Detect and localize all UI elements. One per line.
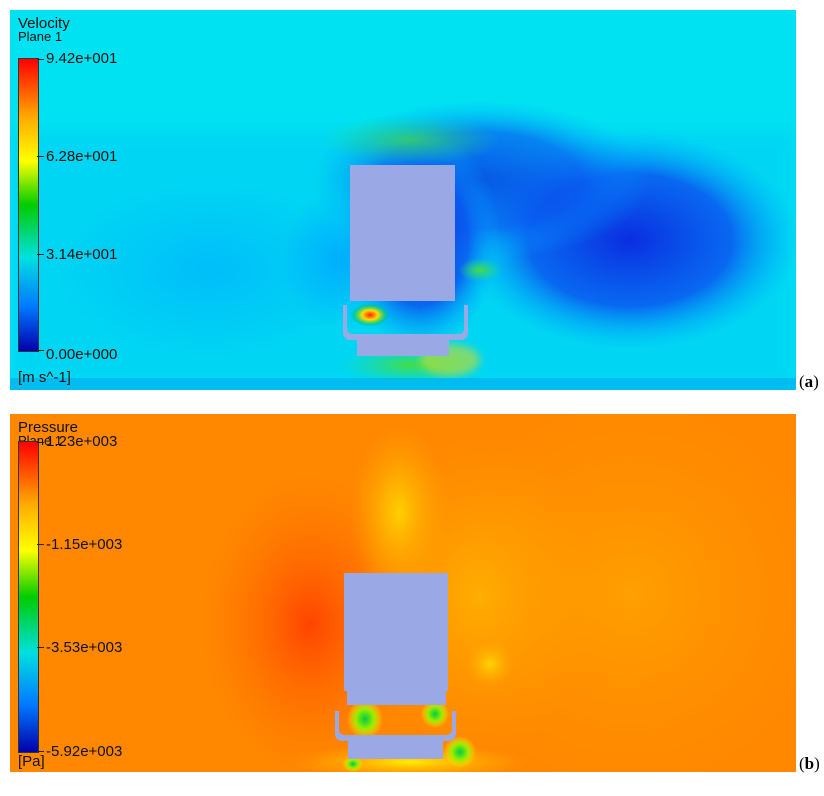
colorbar-tick-label: 3.14e+001: [46, 246, 118, 263]
colorbar-tick: [37, 254, 44, 255]
colorbar-tick: [37, 647, 44, 648]
colorbar-tick: [37, 544, 44, 545]
colorbar-max-label: 1.23e+003: [46, 433, 118, 450]
colorbar-tick-label: 6.28e+001: [46, 148, 118, 165]
legend-title: Pressure: [18, 419, 79, 436]
colorbar-tick: [37, 156, 44, 157]
colorbar-tick-label: -1.15e+003: [46, 536, 123, 553]
colorbar-tick: [37, 59, 44, 60]
colorbar-tick-label: -3.53e+003: [46, 639, 123, 656]
colorbar-tick: [37, 350, 44, 351]
colorbar-tick: [37, 442, 44, 443]
pressure-colorbar: [18, 441, 39, 753]
panel-label-b: (b): [799, 754, 820, 773]
colorbar-unit: [Pa]: [18, 753, 45, 770]
panel-label-a: (a): [799, 372, 819, 391]
colorbar-min-label: 0.00e+000: [46, 346, 118, 363]
colorbar-tick: [37, 751, 44, 752]
colorbar-min-label: -5.92e+003: [46, 743, 123, 760]
colorbar-unit: [m s^-1]: [18, 369, 71, 386]
pressure-field-image: [10, 414, 796, 772]
legend-subtitle: Plane 1: [18, 29, 63, 44]
legend-title: Velocity: [18, 15, 70, 32]
pressure-contour-panel: Pressure Plane 1 1.23e+003 -1.15e+003 -3…: [10, 414, 796, 772]
velocity-field-image: [10, 10, 796, 390]
colorbar-max-label: 9.42e+001: [46, 50, 118, 67]
velocity-colorbar: [18, 58, 39, 352]
velocity-contour-panel: Velocity Plane 1 9.42e+001 6.28e+001 3.1…: [10, 10, 796, 390]
